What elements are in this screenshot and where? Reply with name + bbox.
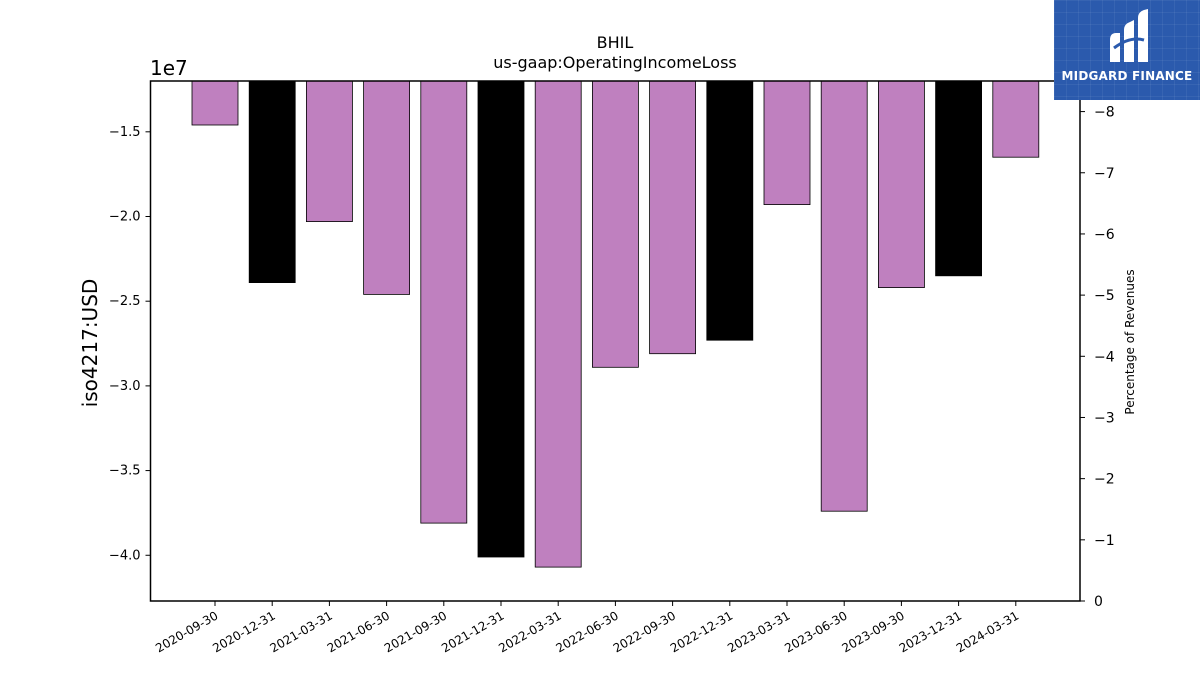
y-tick-label: −4.0	[109, 548, 141, 563]
bar-2021-06-30	[363, 80, 411, 295]
y-tick-label: −2.5	[109, 294, 141, 309]
right-y-tick-label: −2	[1094, 472, 1115, 488]
bar-2023-06-30	[820, 80, 868, 512]
x-tick-label: 2023-09-30	[839, 608, 906, 655]
x-tick-label: 2022-12-31	[668, 608, 735, 655]
bar-2023-12-31	[935, 80, 982, 277]
chart-subtitle: us-gaap:OperatingIncomeLoss	[493, 53, 737, 72]
y-offset-label: 1e7	[150, 56, 188, 80]
bar-2020-09-30	[191, 80, 239, 126]
bar-2022-03-31	[534, 80, 582, 568]
x-tick-label: 2020-12-31	[210, 608, 277, 655]
x-tick-label: 2021-03-31	[267, 608, 334, 655]
chart-title: BHIL	[597, 33, 634, 52]
x-tick-label: 2021-09-30	[382, 608, 449, 655]
logo-text: MIDGARD FINANCE	[1061, 69, 1193, 83]
right-y-tick-label: −8	[1094, 105, 1115, 121]
right-y-tick-label: −3	[1094, 410, 1115, 426]
right-y-tick-label: −6	[1094, 227, 1115, 243]
x-tick-label: 2021-12-31	[439, 608, 506, 655]
right-y-tick-label: −7	[1094, 166, 1115, 182]
y-tick-label: −1.5	[109, 125, 141, 140]
y-tick-label: −3.0	[109, 379, 141, 394]
right-y-axis-label: Percentage of Revenues	[1123, 269, 1137, 414]
bar-2022-06-30	[592, 80, 639, 368]
bar-2022-12-31	[706, 80, 754, 341]
bar-2021-09-30	[420, 80, 468, 524]
bar-2020-12-31	[248, 80, 296, 284]
midgard-finance-logo: MIDGARD FINANCE	[1054, 0, 1200, 100]
right-y-tick-label: −5	[1094, 288, 1115, 304]
logo-mark-icon	[1110, 9, 1148, 62]
x-tick-label: 2023-12-31	[897, 608, 964, 655]
x-tick-label: 2024-03-31	[954, 608, 1021, 655]
x-tick-label: 2022-03-31	[496, 608, 563, 655]
y-tick-label: −2.0	[109, 210, 141, 225]
y-axis-label: iso4217:USD	[78, 279, 102, 408]
x-tick-label: 2022-09-30	[611, 608, 678, 655]
bar-2023-09-30	[878, 80, 925, 289]
plot-frame	[149, 80, 1081, 602]
right-y-tick-label: −4	[1094, 349, 1115, 365]
x-tick-label: 2023-03-31	[725, 608, 792, 655]
y-tick-label: −3.5	[109, 464, 141, 479]
x-tick-label: 2022-06-30	[553, 608, 620, 655]
right-y-tick-label: 0	[1094, 594, 1103, 610]
right-y-tick-label: −1	[1094, 533, 1115, 549]
bar-2024-03-31	[992, 80, 1040, 158]
bar-2023-03-31	[763, 80, 811, 205]
bar-2021-12-31	[477, 80, 525, 558]
x-tick-label: 2023-06-30	[782, 608, 849, 655]
bar-2022-09-30	[649, 80, 696, 355]
x-tick-label: 2020-09-30	[153, 608, 220, 655]
bar-2021-03-31	[305, 80, 353, 223]
x-tick-label: 2021-06-30	[325, 608, 392, 655]
bars-group	[191, 80, 1040, 568]
